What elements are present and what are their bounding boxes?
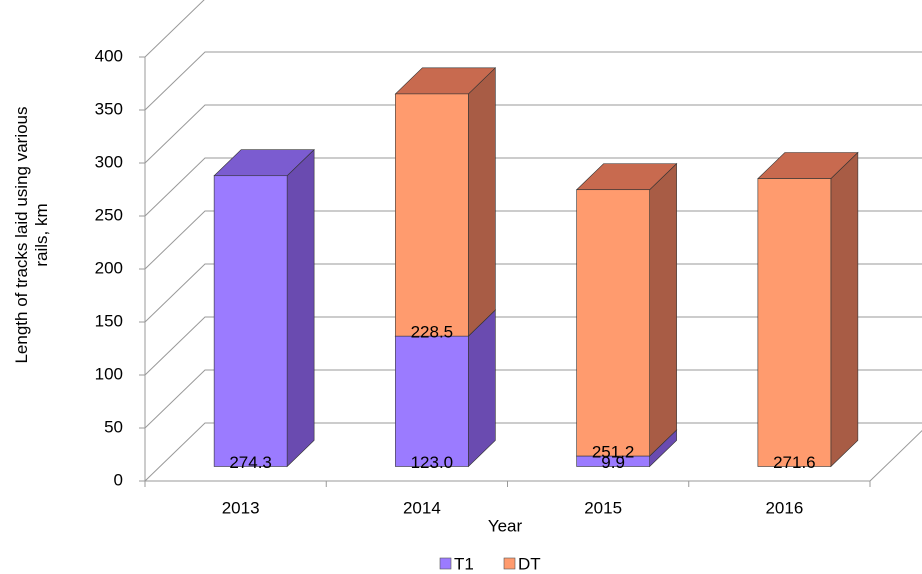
bar xyxy=(576,189,650,457)
data-label: 123.0 xyxy=(411,453,454,472)
grid-line xyxy=(144,0,205,58)
data-label: 228.5 xyxy=(411,323,454,342)
grid-line xyxy=(144,210,922,270)
data-label: 271.6 xyxy=(773,453,816,472)
x-tick-label: 2016 xyxy=(765,498,803,517)
y-tick-label: 350 xyxy=(95,99,123,118)
legend-label: DT xyxy=(518,554,541,573)
y-tick-label: 0 xyxy=(114,470,123,489)
bar-side xyxy=(468,309,496,468)
bar-side xyxy=(830,151,859,468)
x-tick-label: 2013 xyxy=(222,498,260,517)
y-tick-label: 300 xyxy=(95,152,123,171)
legend-label: T1 xyxy=(454,554,474,573)
x-tick-label: 2014 xyxy=(403,498,441,517)
bar-side xyxy=(468,67,496,337)
grid-line xyxy=(144,316,922,376)
grid-line xyxy=(144,263,922,323)
bar-side xyxy=(286,148,315,468)
y-tick-label: 50 xyxy=(104,417,123,436)
y-axis-label: Length of tracks laid using various rail… xyxy=(12,106,51,364)
grid-line xyxy=(144,369,922,429)
bar xyxy=(757,178,832,467)
x-axis-label: Year xyxy=(488,516,523,535)
y-tick-label: 100 xyxy=(95,364,123,383)
grid-line xyxy=(144,422,922,482)
grid-line xyxy=(144,104,922,164)
bar-side xyxy=(649,162,677,457)
bar xyxy=(395,93,469,337)
floor-edge xyxy=(869,430,922,482)
data-label: 9.9 xyxy=(601,453,625,472)
data-label: 251.2 xyxy=(592,442,635,461)
grid-line xyxy=(144,51,922,111)
x-tick-label: 2015 xyxy=(584,498,622,517)
y-tick-label: 150 xyxy=(95,311,123,330)
y-tick-label: 250 xyxy=(95,205,123,224)
legend-swatch xyxy=(439,557,452,570)
bar xyxy=(213,175,288,467)
data-label: 274.3 xyxy=(229,453,272,472)
y-tick-label: 400 xyxy=(95,46,123,65)
bar xyxy=(395,335,469,467)
legend-swatch xyxy=(503,557,516,570)
grid-line xyxy=(144,157,922,217)
y-tick-label: 200 xyxy=(95,258,123,277)
